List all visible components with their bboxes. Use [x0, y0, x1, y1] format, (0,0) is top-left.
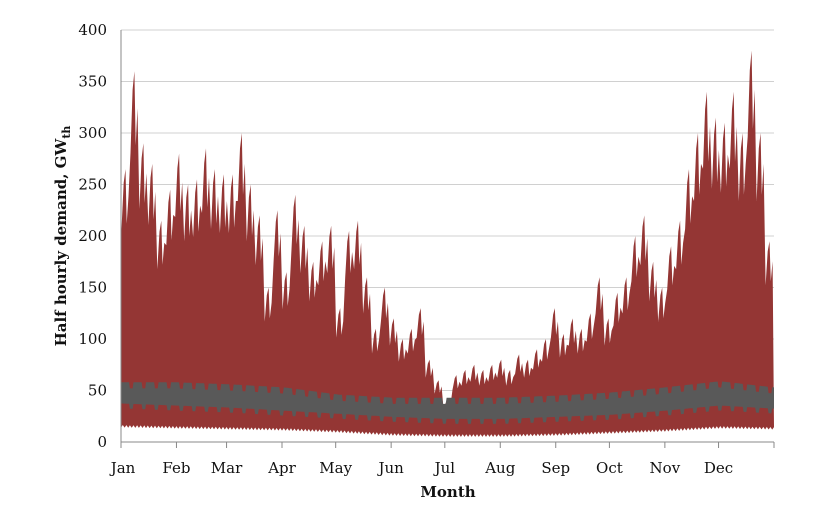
y-tick-label: 400	[78, 21, 107, 39]
x-tick-label: Aug	[484, 459, 515, 477]
y-axis-label: Half hourly demand, GWth	[52, 126, 73, 347]
y-axis-label-subscript: th	[60, 126, 73, 139]
y-tick-label: 150	[78, 279, 107, 297]
axes: 0 50 100 150 200 250 300 350 400 Jan Feb Mar Apr May J…	[78, 21, 775, 477]
x-tick-label: Jun	[376, 459, 404, 477]
y-axis-label-main: Half hourly demand, GW	[52, 138, 70, 347]
peak-demand-area	[121, 50, 774, 437]
x-tick-label: Dec	[704, 459, 733, 477]
y-tick-label: 250	[78, 176, 107, 194]
data-series	[121, 50, 774, 437]
baseline-band	[121, 381, 774, 424]
x-tick-label: Jul	[433, 459, 456, 477]
y-tick-label: 300	[78, 124, 107, 142]
x-tick-label: Jan	[109, 459, 136, 477]
y-tick-label: 50	[88, 382, 107, 400]
y-tick-label: 100	[78, 330, 107, 348]
x-tick-label: May	[319, 459, 352, 477]
x-tick-label: Mar	[211, 459, 243, 477]
x-tick-label: Sep	[541, 459, 570, 477]
x-tick-label: Apr	[267, 459, 296, 477]
x-tick-label: Oct	[596, 459, 623, 477]
x-axis-label: Month	[420, 483, 475, 501]
y-tick-label: 0	[97, 433, 107, 451]
y-tick-label: 200	[78, 227, 107, 245]
y-tick-label: 350	[78, 73, 107, 91]
x-tick-label: Feb	[162, 459, 190, 477]
x-tick-label: Nov	[650, 459, 681, 477]
